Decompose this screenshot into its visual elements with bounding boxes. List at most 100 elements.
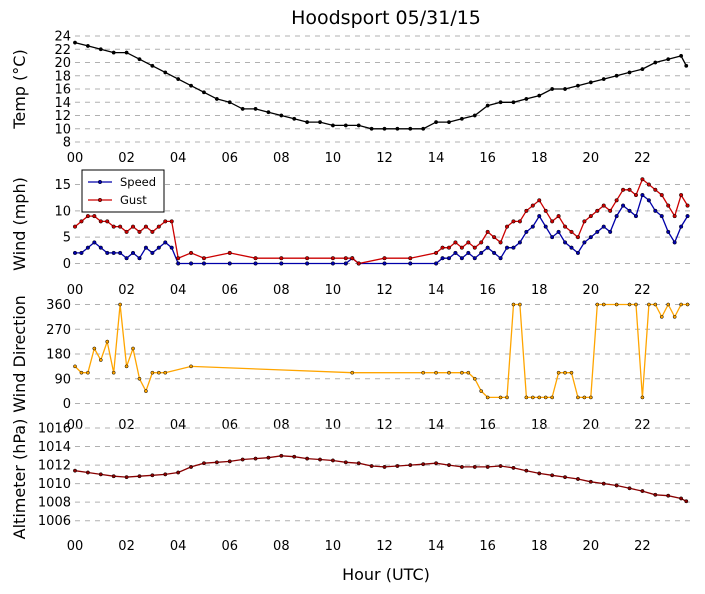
data-point [118, 302, 122, 307]
data-point [659, 193, 664, 198]
x-tick-label: 18 [531, 283, 548, 298]
data-point [479, 240, 484, 245]
data-point [647, 302, 651, 307]
data-point [85, 470, 90, 475]
data-point [608, 208, 613, 213]
data-point [550, 473, 555, 478]
data-point [279, 256, 284, 261]
data-point [563, 87, 567, 91]
data-point [105, 339, 110, 344]
data-point [92, 346, 97, 351]
data-point [137, 57, 142, 62]
x-tick-label: 08 [273, 151, 290, 166]
data-point [72, 224, 78, 229]
data-point [685, 302, 690, 307]
x-tick-label: 14 [428, 151, 445, 166]
data-point [685, 214, 690, 219]
data-point [679, 53, 684, 58]
data-point [621, 187, 626, 192]
data-point [85, 214, 90, 219]
x-tick-label: 02 [118, 539, 135, 554]
data-point [633, 193, 639, 198]
data-point [156, 224, 161, 229]
data-point [434, 461, 439, 466]
data-point [98, 358, 103, 362]
y-tick-label: 1006 [38, 514, 71, 529]
y-tick-label: 12 [54, 109, 71, 124]
data-point [130, 224, 136, 229]
data-point [266, 110, 271, 115]
data-point [434, 261, 439, 266]
x-tick-label: 12 [376, 418, 393, 433]
data-point [150, 250, 155, 255]
data-point [588, 395, 593, 400]
data-point [543, 395, 548, 400]
y-tick-label: 270 [46, 323, 71, 338]
data-point [666, 203, 671, 208]
data-point [537, 395, 542, 400]
legend-marker [97, 179, 103, 185]
data-point [111, 224, 116, 229]
data-point [279, 113, 284, 118]
data-point [575, 235, 580, 240]
x-tick-label: 10 [325, 418, 342, 433]
data-point [105, 219, 110, 224]
x-tick-label: 02 [118, 418, 135, 433]
data-point [124, 229, 129, 234]
data-point [672, 214, 677, 219]
y-tick-label: 5 [63, 231, 71, 246]
data-point [163, 370, 168, 375]
data-point [382, 126, 387, 131]
data-point [189, 261, 194, 266]
data-point [201, 261, 207, 266]
data-point [118, 250, 123, 255]
data-point [79, 219, 84, 224]
y-tick-label: 24 [54, 30, 71, 45]
x-axis-label: Hour (UTC) [342, 565, 430, 584]
data-point [627, 70, 632, 75]
data-point [569, 370, 574, 375]
data-point [672, 315, 677, 319]
data-point [588, 214, 593, 219]
x-tick-label: 02 [118, 283, 135, 298]
data-point [150, 370, 155, 375]
data-point [434, 120, 439, 125]
data-point [640, 193, 645, 198]
data-point [92, 214, 97, 219]
data-point [614, 483, 619, 488]
data-point [492, 235, 497, 240]
data-point [666, 57, 671, 62]
data-point [524, 229, 529, 234]
data-point [524, 468, 529, 473]
data-point [227, 250, 232, 255]
data-point [453, 240, 458, 245]
data-point [408, 463, 413, 468]
data-point [679, 496, 684, 501]
data-point [511, 245, 516, 250]
x-tick-label: 12 [376, 151, 393, 166]
data-point [517, 240, 522, 245]
data-point [485, 395, 490, 400]
data-point [130, 250, 136, 255]
data-point [253, 106, 258, 111]
data-point [227, 261, 232, 266]
data-point [240, 106, 245, 111]
data-point [530, 224, 535, 229]
data-point [330, 458, 335, 463]
data-point [588, 479, 593, 484]
data-point [176, 256, 181, 261]
data-point [472, 113, 477, 118]
data-point [459, 464, 464, 469]
data-point [588, 80, 593, 85]
data-point [143, 245, 148, 250]
data-point [646, 198, 651, 203]
data-point [530, 203, 535, 208]
data-point [498, 100, 503, 105]
y-tick-label: 8 [63, 136, 71, 151]
x-tick-label: 04 [170, 283, 187, 298]
legend-label: Gust [120, 193, 147, 207]
data-point [408, 261, 413, 266]
data-point [421, 370, 426, 375]
